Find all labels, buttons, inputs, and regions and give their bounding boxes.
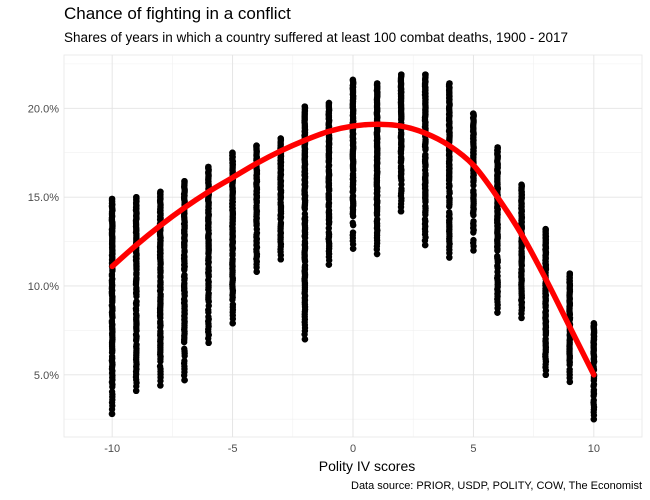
x-axis-title: Polity IV scores [319,458,415,474]
data-point [518,181,525,188]
data-point [181,345,188,353]
data-point [566,366,573,373]
data-point [398,185,405,192]
point-column [301,103,309,343]
data-point [156,363,164,370]
data-point [325,261,333,268]
data-point [422,241,429,249]
data-point [325,99,333,107]
point-column [397,71,405,215]
fit-curve-line [109,121,597,378]
data-point [301,336,309,343]
y-tick-label: 10.0% [28,281,59,293]
data-point [133,193,140,201]
data-point [229,301,237,308]
data-point [446,254,453,261]
point-column [542,225,550,379]
axes: -10 -5 0 5 10 5.0% 10.0% 15.0% 20.0% [28,103,600,455]
data-point [590,416,598,423]
data-point [494,253,501,260]
point-column [421,71,429,249]
point-column [325,99,333,268]
data-point [181,271,188,279]
data-point [133,298,140,305]
data-source-caption: Data source: PRIOR, USDP, POLITY, COW, T… [351,480,642,492]
y-tick-label: 20.0% [28,103,59,115]
data-point [397,208,405,215]
point-column [277,135,285,263]
x-tick-label: 10 [588,443,600,455]
data-point [181,357,188,365]
data-point [349,245,357,252]
data-point [422,151,429,158]
data-point [229,149,236,156]
data-point [108,388,116,395]
point-column [229,149,237,327]
point-column [349,76,357,252]
data-point [205,163,212,171]
data-point [349,229,357,236]
data-point [277,256,284,263]
data-point [349,76,357,84]
point-column [373,80,381,258]
data-point [205,313,212,320]
data-point [157,188,164,196]
fit-curve [109,121,597,378]
data-point [253,268,260,275]
data-point [518,314,525,322]
data-point [470,236,477,244]
data-point [566,270,573,277]
data-point [566,378,573,386]
data-point [422,71,429,78]
data-point [108,410,116,418]
data-point [253,142,260,149]
point-column [518,181,526,322]
x-tick-label: -5 [228,443,238,455]
data-point [397,71,405,78]
point-column [132,193,140,395]
data-point [470,247,477,254]
data-point [542,371,549,379]
data-point [470,110,477,117]
data-point [494,144,501,151]
data-point [108,195,116,203]
data-point [301,103,309,110]
chart-subtitle: Shares of years in which a country suffe… [64,30,569,45]
point-column [445,80,453,261]
point-column [590,320,598,423]
data-point [181,177,188,185]
data-point [494,309,501,316]
point-column [108,195,116,418]
x-tick-label: -10 [104,443,120,455]
data-point [542,225,549,233]
data-point [181,376,188,384]
data-point [470,218,477,225]
point-column [494,144,501,316]
point-column [469,110,477,254]
data-point [301,210,309,218]
data-point [590,320,598,327]
data-point [446,209,453,216]
x-tick-label: 5 [470,443,476,455]
data-point [229,320,236,327]
data-point [373,250,381,258]
data-point [277,135,284,142]
chart-title: Chance of fighting in a conflict [64,4,291,23]
data-point [157,382,164,389]
data-point [446,80,453,87]
x-tick-label: 0 [350,443,356,455]
data-point [373,80,381,87]
data-point [349,219,356,227]
point-column [156,188,164,389]
data-point [470,187,477,194]
data-point [133,387,140,395]
y-tick-label: 15.0% [28,192,59,204]
y-tick-label: 5.0% [34,370,59,382]
data-point [205,339,212,347]
